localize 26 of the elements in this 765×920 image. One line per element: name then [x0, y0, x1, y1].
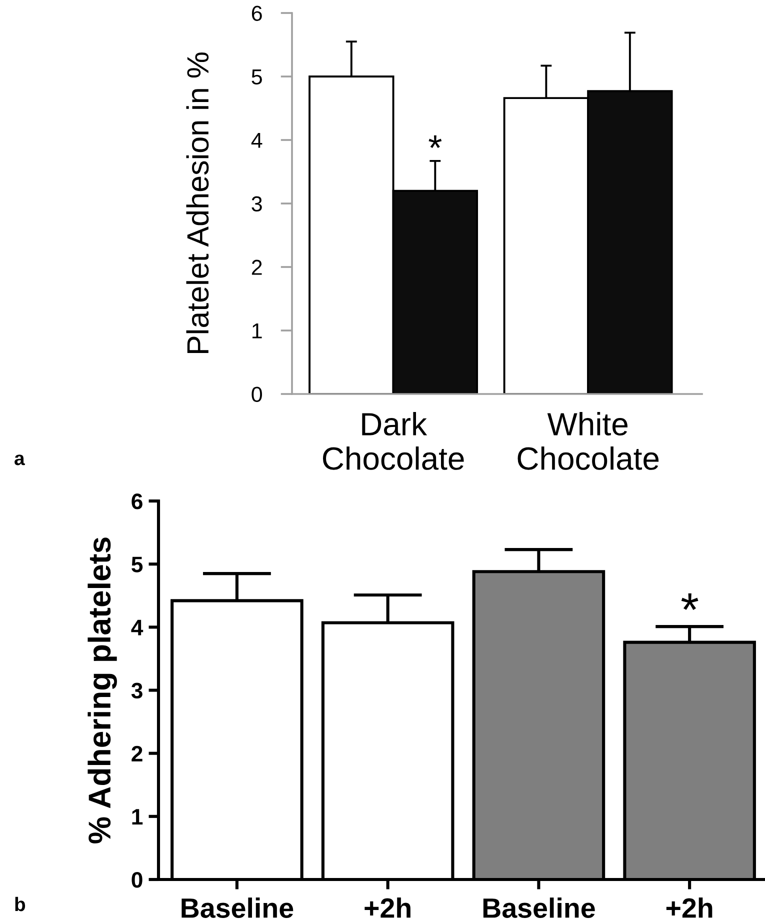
x-tick-label: +2h — [364, 898, 410, 918]
x-tick-label: White Chocolate — [518, 412, 659, 470]
annotation: * — [681, 593, 698, 610]
y-tick-label: 6 — [252, 6, 262, 22]
y-tick-label: 1 — [132, 809, 143, 824]
y-tick-label: 2 — [252, 260, 262, 275]
y-tick-label: 5 — [252, 69, 262, 85]
text: a — [14, 454, 25, 466]
y-axis-title: Platelet Adhesion in % — [186, 52, 209, 354]
y-tick-label: 5 — [132, 556, 143, 572]
text: b — [15, 896, 26, 912]
x-tick-label: Baseline — [182, 898, 294, 918]
y-tick-label: 3 — [131, 682, 142, 699]
y-tick-label: 0 — [252, 386, 262, 402]
annotation: * — [428, 135, 442, 148]
y-tick-label: 1 — [252, 323, 262, 338]
y-tick-label: 4 — [131, 620, 144, 636]
y-axis-title: % Adhering platelets — [88, 538, 117, 844]
y-tick-label: 4 — [251, 132, 262, 148]
y-tick-label: 0 — [132, 872, 142, 888]
y-tick-label: 3 — [252, 196, 262, 212]
y-tick-label: 6 — [132, 494, 142, 510]
x-tick-label: Dark Chocolate — [322, 412, 464, 470]
x-tick-label: +2h — [666, 898, 712, 918]
x-tick-label: Baseline — [483, 898, 595, 918]
y-tick-label: 2 — [132, 746, 142, 762]
